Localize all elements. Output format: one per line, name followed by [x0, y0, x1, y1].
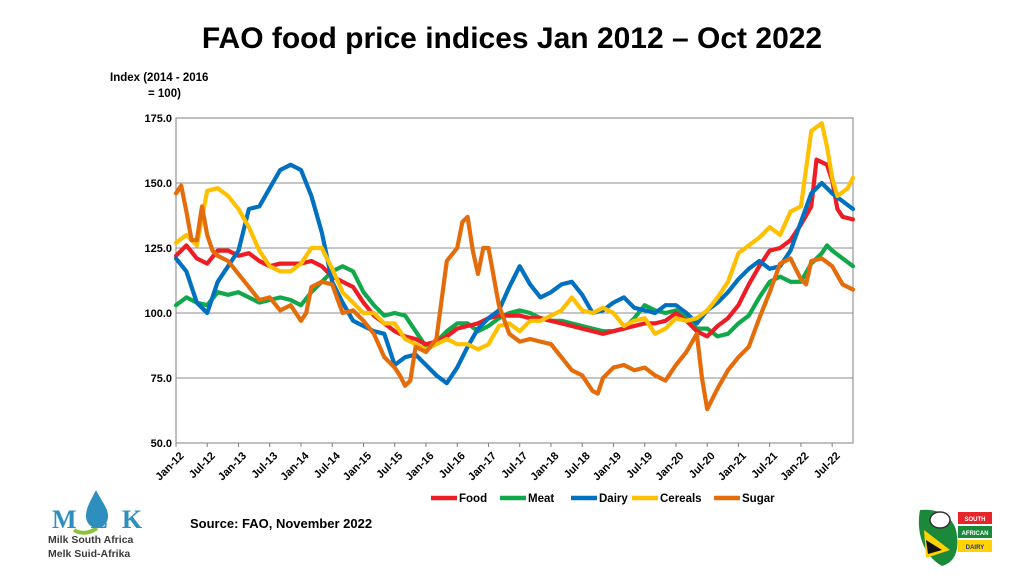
x-tick-label: Jan-22 — [778, 450, 811, 483]
x-tick-label: Jan-20 — [653, 450, 686, 483]
legend-label-sugar: Sugar — [742, 493, 775, 505]
x-tick-label: Jul-13 — [249, 450, 280, 481]
series-line-cereals — [173, 121, 856, 352]
series-line-dairy — [173, 162, 856, 386]
cow-icon — [929, 511, 951, 529]
x-tick-label: Jul-22 — [812, 450, 843, 481]
x-tick-label: Jul-15 — [374, 450, 405, 481]
y-tick-label: 175.0 — [144, 113, 172, 125]
chart-title: FAO food price indices Jan 2012 – Oct 20… — [201, 22, 823, 55]
y-axis-label-line2: = 100) — [148, 88, 181, 100]
legend-label-meat: Meat — [528, 493, 554, 505]
x-tick-label: Jul-21 — [749, 450, 780, 481]
y-axis-label-line1: Index (2014 - 2016 — [110, 72, 209, 84]
x-tick-label: Jan-18 — [528, 450, 561, 483]
x-tick-label: Jul-17 — [499, 450, 530, 481]
milk-sa-line1: Milk South Africa — [48, 534, 134, 546]
series-lines — [173, 121, 856, 412]
milk-brand-text: MLK — [52, 505, 156, 534]
x-tick-label: Jan-15 — [341, 450, 374, 483]
y-tick-label: 150.0 — [144, 178, 172, 190]
y-tick-label: 50.0 — [151, 438, 172, 450]
y-axis: 50.0 75.0 100.0 125.0 150.0 175.0 — [144, 113, 172, 450]
source-note: Source: FAO, November 2022 — [190, 516, 373, 531]
y-tick-label: 100.0 — [144, 308, 172, 320]
x-tick-label: Jul-18 — [562, 450, 593, 481]
series-line-food — [173, 157, 856, 347]
series-line-meat — [173, 243, 856, 349]
x-tick-label: Jan-17 — [466, 450, 499, 483]
x-tick-label: Jul-16 — [437, 450, 468, 481]
sa-dairy-logo: SOUTH AFRICAN DAIRY — [918, 509, 992, 566]
legend-label-food: Food — [459, 493, 487, 505]
x-tick-label: Jan-21 — [716, 450, 749, 483]
x-tick-label: Jan-16 — [403, 450, 436, 483]
legend: Food Meat Dairy Cereals Sugar — [431, 493, 775, 505]
legend-label-cereals: Cereals — [660, 493, 702, 505]
x-tick-label: Jan-14 — [278, 449, 312, 483]
milk-sa-logo: MLK Milk South Africa Melk Suid-Afrika — [44, 486, 164, 566]
x-tick-label: Jul-14 — [312, 449, 344, 481]
sa-dairy-text-1: SOUTH — [965, 517, 986, 523]
x-tick-label: Jan-19 — [591, 450, 624, 483]
sa-dairy-text-2: AFRICAN — [962, 531, 989, 537]
sa-dairy-text-3: DAIRY — [966, 545, 984, 551]
legend-label-dairy: Dairy — [599, 493, 628, 505]
plot-area — [175, 117, 854, 444]
y-axis-label: Index (2014 - 2016 = 100) — [110, 70, 250, 102]
milk-drop-logo-icon: MLK — [52, 490, 156, 535]
y-tick-label: 125.0 — [144, 243, 172, 255]
series-line-sugar — [173, 183, 856, 412]
x-tick-label: Jul-20 — [687, 450, 718, 481]
y-tick-label: 75.0 — [151, 373, 172, 385]
x-tick-label: Jan-13 — [216, 450, 249, 483]
x-tick-label: Jul-12 — [187, 450, 218, 481]
x-tick-label: Jan-12 — [153, 450, 186, 483]
x-tick-label: Jul-19 — [624, 450, 655, 481]
milk-sa-line2: Melk Suid-Afrika — [48, 548, 131, 560]
